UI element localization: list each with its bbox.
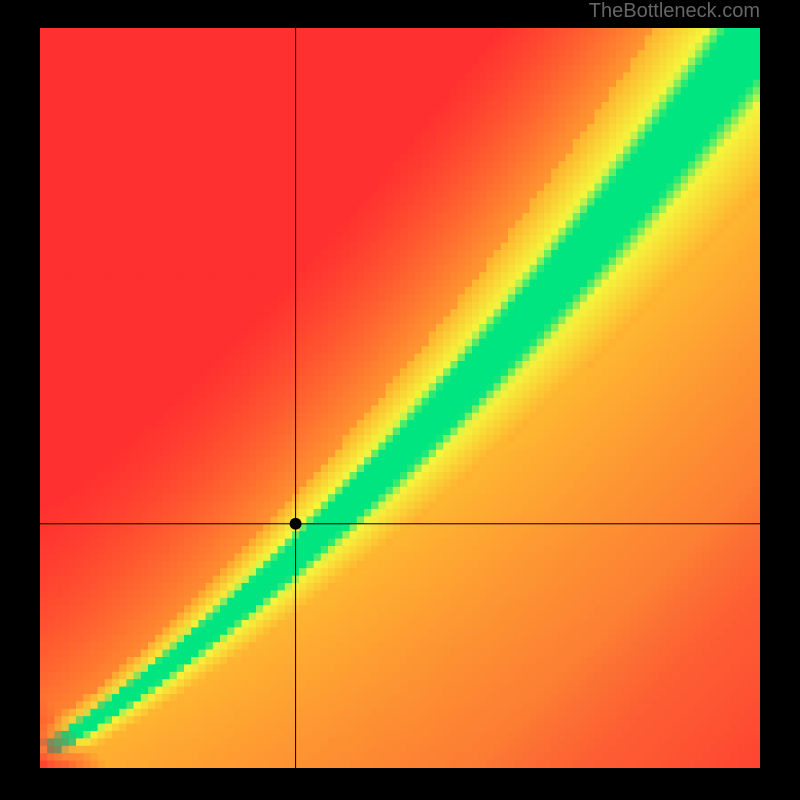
watermark-text: TheBottleneck.com [589, 0, 760, 23]
heatmap-canvas [40, 28, 760, 768]
heatmap-plot [40, 28, 760, 768]
chart-container: TheBottleneck.com [0, 0, 800, 800]
